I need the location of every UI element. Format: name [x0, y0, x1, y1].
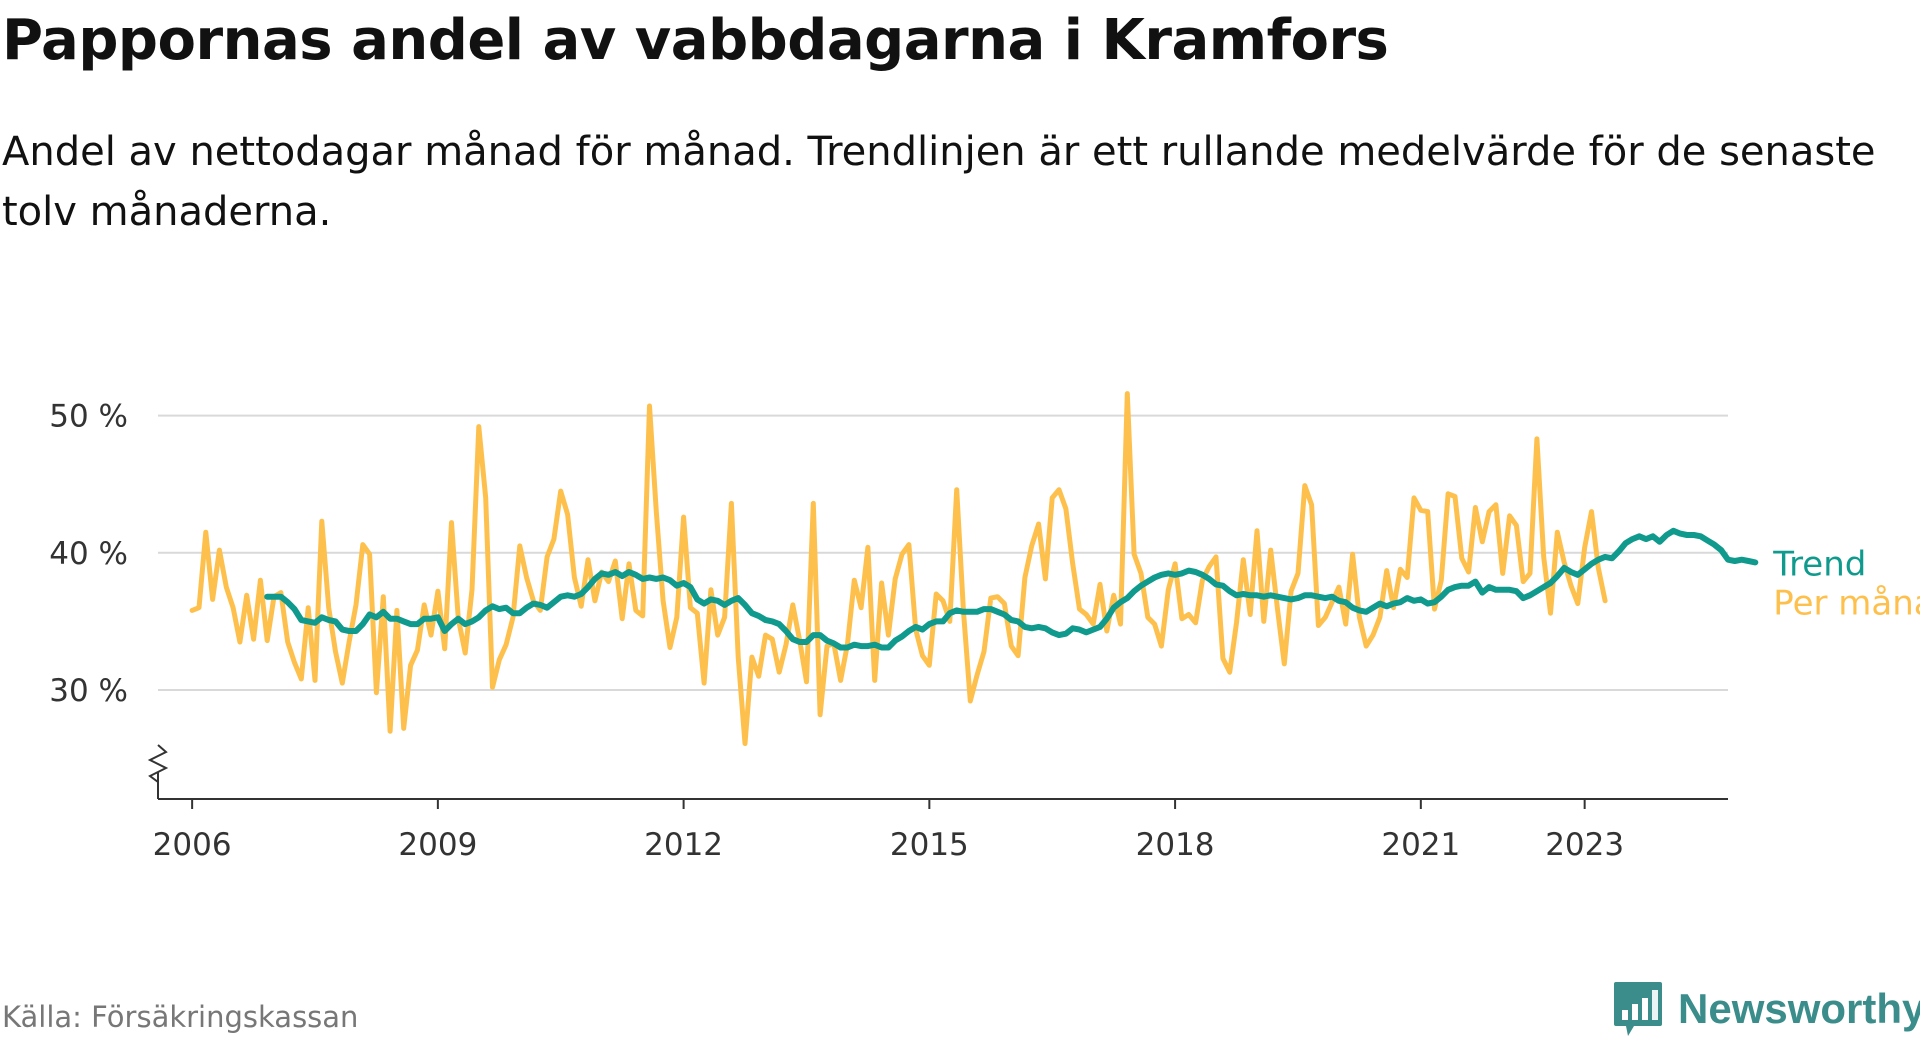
gridlines — [158, 414, 1728, 691]
newsworthy-logo[interactable]: Newsworthy — [1612, 980, 1920, 1038]
x-tick-label: 2006 — [153, 827, 232, 863]
x-tick-label: 2009 — [398, 827, 477, 863]
axes — [147, 744, 1728, 800]
x-tick-label: 2018 — [1136, 827, 1215, 863]
x-tick-label: 2012 — [644, 827, 723, 863]
series-line-per-manad — [189, 391, 1608, 746]
y-tick-label: 40 % — [49, 536, 128, 572]
series-label-trend: Trend — [1772, 544, 1866, 584]
y-tick-label: 30 % — [49, 673, 128, 709]
source-note: Källa: Försäkringskassan — [2, 1000, 359, 1034]
y-axis-break-icon — [147, 744, 169, 783]
chart-title: Pappornas andel av vabbdagarna i Kramfor… — [2, 8, 1389, 73]
y-axis-ticks: 30 % 40 % 50 % — [49, 399, 128, 709]
x-tick-label: 2015 — [890, 827, 969, 863]
newsworthy-logo-text: Newsworthy — [1678, 985, 1920, 1032]
series-line-trend — [264, 527, 1759, 651]
series-label-per-manad: Per månad — [1773, 583, 1920, 623]
x-tick-label: 2021 — [1381, 827, 1460, 863]
chart-subtitle: Andel av nettodagar månad för månad. Tre… — [2, 129, 1876, 235]
newsworthy-logo-icon — [1614, 982, 1662, 1036]
series-lines — [189, 391, 1759, 746]
x-tick-label: 2023 — [1545, 827, 1624, 863]
x-axis-ticks: 2006 2009 2012 2015 2018 2021 2023 — [153, 799, 1624, 863]
y-tick-label: 50 % — [49, 399, 128, 435]
